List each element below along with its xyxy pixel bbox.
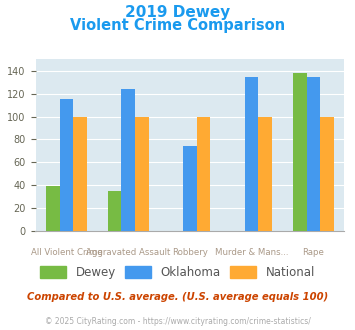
Bar bbox=[183, 146, 197, 231]
Legend: Dewey, Oklahoma, National: Dewey, Oklahoma, National bbox=[36, 262, 320, 284]
Text: Rape: Rape bbox=[302, 248, 324, 257]
Bar bbox=[320, 116, 334, 231]
Bar bbox=[258, 116, 272, 231]
Text: Aggravated Assault: Aggravated Assault bbox=[86, 248, 170, 257]
Text: Compared to U.S. average. (U.S. average equals 100): Compared to U.S. average. (U.S. average … bbox=[27, 292, 328, 302]
Bar bbox=[121, 89, 135, 231]
Bar bbox=[293, 73, 307, 231]
Bar bbox=[46, 186, 60, 231]
Bar bbox=[73, 116, 87, 231]
Text: Violent Crime Comparison: Violent Crime Comparison bbox=[70, 18, 285, 33]
Bar bbox=[135, 116, 148, 231]
Text: 2019 Dewey: 2019 Dewey bbox=[125, 5, 230, 20]
Text: © 2025 CityRating.com - https://www.cityrating.com/crime-statistics/: © 2025 CityRating.com - https://www.city… bbox=[45, 317, 310, 326]
Text: Robbery: Robbery bbox=[172, 248, 208, 257]
Bar bbox=[60, 99, 73, 231]
Bar bbox=[245, 77, 258, 231]
Bar bbox=[197, 116, 210, 231]
Text: All Violent Crime: All Violent Crime bbox=[31, 248, 102, 257]
Text: Murder & Mans...: Murder & Mans... bbox=[215, 248, 289, 257]
Bar bbox=[108, 191, 121, 231]
Bar bbox=[307, 77, 320, 231]
